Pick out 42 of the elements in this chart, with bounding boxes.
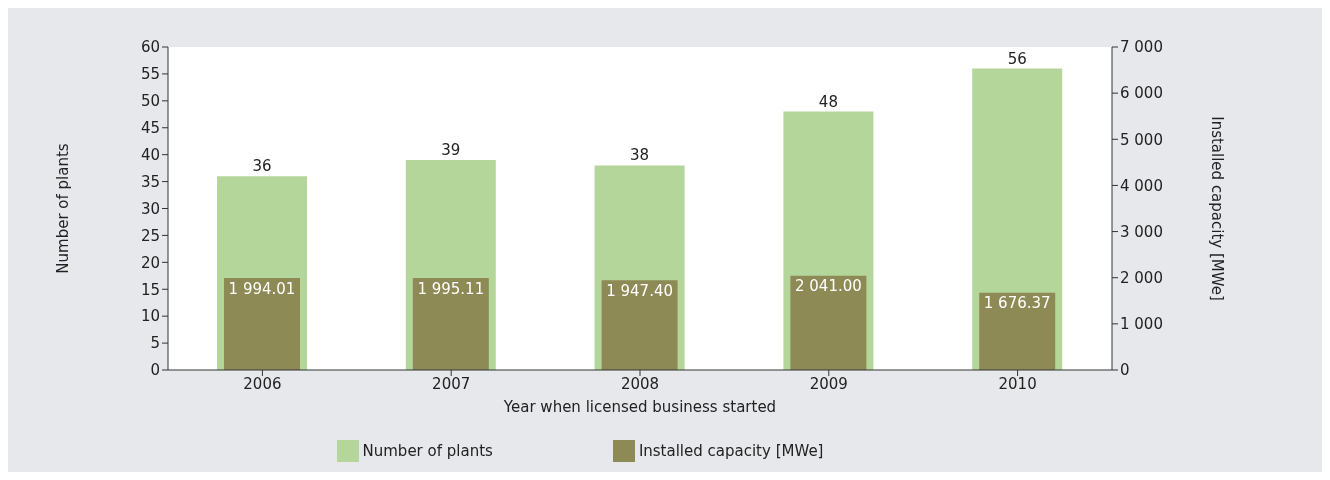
- data-label: 38: [630, 146, 650, 165]
- data-label: 36: [252, 157, 272, 176]
- y-tick-label: 45: [140, 119, 160, 138]
- y-tick-label: 35: [140, 172, 160, 191]
- data-label: 1 676.37: [983, 294, 1051, 313]
- y2-tick-label: 7 000: [1120, 38, 1163, 57]
- x-tick-label: 2010: [998, 374, 1037, 393]
- y2-tick-label: 5 000: [1120, 130, 1163, 149]
- y-tick-label: 25: [140, 226, 160, 245]
- x-tick-label: 2008: [620, 374, 660, 393]
- x-tick-label: 2009: [809, 374, 848, 393]
- y-axis-title: Number of plants: [54, 143, 73, 274]
- y2-axis-title: Installed capacity [MWe]: [1207, 116, 1226, 301]
- y-tick-label: 55: [140, 65, 160, 84]
- y-tick-label: 10: [140, 307, 160, 326]
- y-tick-label: 15: [140, 280, 160, 299]
- y2-tick-label: 4 000: [1120, 176, 1163, 195]
- data-label: 48: [818, 92, 838, 111]
- y-tick-label: 20: [140, 253, 160, 272]
- x-tick-label: 2007: [432, 374, 471, 393]
- data-label: 56: [1007, 49, 1027, 68]
- data-label: 1 947.40: [606, 281, 673, 300]
- y-tick-label: 60: [140, 38, 160, 57]
- data-label: 1 994.01: [228, 279, 296, 298]
- x-tick-label: 2006: [243, 374, 282, 393]
- y2-tick-label: 0: [1120, 361, 1130, 380]
- y2-tick-label: 1 000: [1120, 315, 1163, 334]
- y-tick-label: 5: [150, 334, 160, 353]
- legend-label: Number of plants: [362, 441, 493, 460]
- y2-tick-label: 3 000: [1120, 222, 1163, 241]
- data-label: 2 041.00: [795, 277, 862, 296]
- y-tick-label: 0: [150, 361, 160, 380]
- x-axis-title: Year when licensed business started: [502, 398, 777, 416]
- bar: [979, 292, 1056, 370]
- y-tick-label: 50: [140, 92, 160, 111]
- y2-tick-label: 2 000: [1120, 269, 1163, 288]
- y-tick-label: 40: [140, 145, 160, 164]
- data-label: 1 995.11: [417, 279, 485, 298]
- legend-label: Installed capacity [MWe]: [638, 441, 824, 460]
- y-tick-label: 30: [140, 199, 160, 218]
- data-label: 39: [441, 141, 461, 160]
- y2-tick-label: 6 000: [1120, 84, 1163, 103]
